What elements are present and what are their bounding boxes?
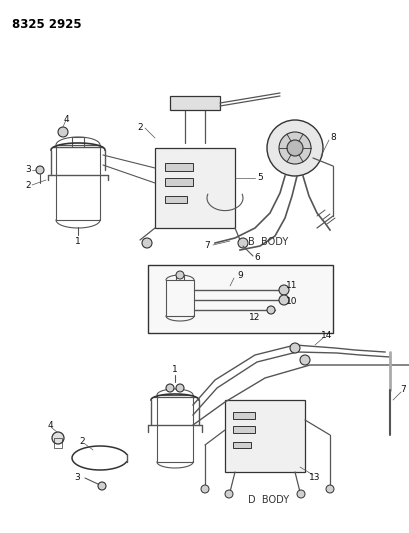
Bar bbox=[232, 412, 254, 419]
Bar bbox=[164, 196, 187, 203]
Text: 4: 4 bbox=[63, 116, 69, 125]
Circle shape bbox=[166, 384, 173, 392]
Text: 10: 10 bbox=[285, 297, 297, 306]
Bar bbox=[155, 148, 234, 228]
Text: 9: 9 bbox=[236, 271, 242, 280]
Bar bbox=[232, 426, 254, 433]
Text: 13: 13 bbox=[308, 472, 320, 481]
Text: 2: 2 bbox=[137, 124, 142, 133]
Bar bbox=[164, 178, 193, 186]
Circle shape bbox=[142, 238, 152, 248]
Circle shape bbox=[325, 485, 333, 493]
Text: 4: 4 bbox=[47, 421, 53, 430]
Text: 1: 1 bbox=[172, 366, 178, 375]
Text: 8: 8 bbox=[329, 133, 335, 142]
Circle shape bbox=[200, 485, 209, 493]
Circle shape bbox=[175, 271, 184, 279]
Circle shape bbox=[278, 295, 288, 305]
Text: 3: 3 bbox=[25, 166, 31, 174]
Text: 3: 3 bbox=[74, 473, 80, 482]
Circle shape bbox=[278, 132, 310, 164]
Text: B  BODY: B BODY bbox=[247, 237, 288, 247]
Circle shape bbox=[237, 238, 247, 248]
Bar bbox=[170, 96, 220, 110]
Circle shape bbox=[286, 140, 302, 156]
Text: 7: 7 bbox=[399, 385, 405, 394]
Circle shape bbox=[225, 490, 232, 498]
Bar bbox=[225, 400, 304, 472]
Circle shape bbox=[266, 306, 274, 314]
Text: 2: 2 bbox=[79, 438, 85, 447]
Circle shape bbox=[52, 432, 64, 444]
Circle shape bbox=[278, 285, 288, 295]
Text: 11: 11 bbox=[285, 281, 297, 290]
Circle shape bbox=[289, 343, 299, 353]
Text: 14: 14 bbox=[321, 330, 332, 340]
Text: 2: 2 bbox=[25, 181, 31, 190]
Text: 6: 6 bbox=[254, 254, 259, 262]
Text: 12: 12 bbox=[249, 313, 260, 322]
Circle shape bbox=[266, 120, 322, 176]
Bar bbox=[164, 163, 193, 171]
Circle shape bbox=[58, 127, 68, 137]
Text: 7: 7 bbox=[204, 241, 209, 251]
Bar bbox=[232, 442, 250, 448]
Circle shape bbox=[36, 166, 44, 174]
Circle shape bbox=[98, 482, 106, 490]
Bar bbox=[54, 438, 62, 448]
Text: D  BODY: D BODY bbox=[247, 495, 288, 505]
Text: 8325 2925: 8325 2925 bbox=[12, 18, 81, 31]
Circle shape bbox=[175, 384, 184, 392]
Text: 1: 1 bbox=[75, 237, 81, 246]
Circle shape bbox=[296, 490, 304, 498]
Bar bbox=[148, 265, 332, 333]
Text: 5: 5 bbox=[256, 174, 262, 182]
Circle shape bbox=[299, 355, 309, 365]
